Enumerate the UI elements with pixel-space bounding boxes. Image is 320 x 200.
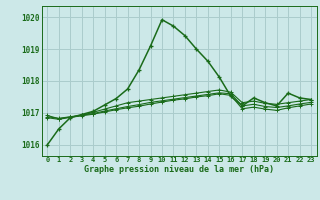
X-axis label: Graphe pression niveau de la mer (hPa): Graphe pression niveau de la mer (hPa) [84, 165, 274, 174]
